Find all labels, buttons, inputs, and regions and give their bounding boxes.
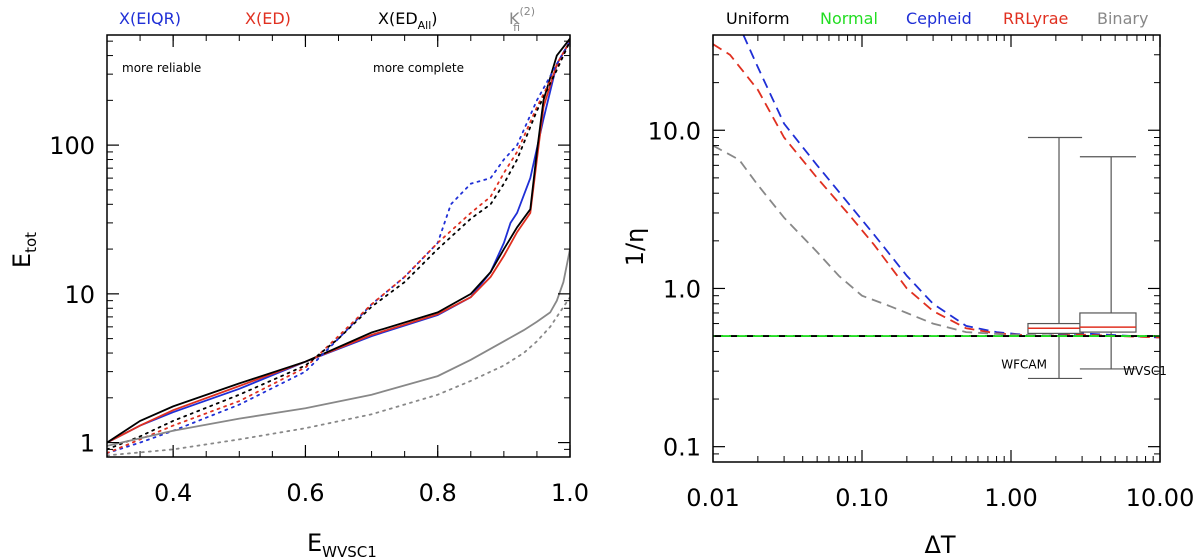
boxplot-label: WFCAM (1001, 357, 1047, 371)
boxplot-label: WVSC1 (1123, 364, 1167, 378)
series-k-fi-dotted (107, 296, 570, 457)
series-x-eiqr-solid (107, 40, 570, 444)
series-x-ed-dotted (107, 40, 570, 455)
x-tick-label: 0.8 (419, 479, 457, 507)
boxplot-wvsc1: WVSC1 (1079, 156, 1167, 378)
left-xaxis-title: EWVSC1 (307, 529, 377, 557)
x-tick-label: 0.01 (686, 484, 739, 512)
annotation-more-complete: more complete (373, 61, 464, 75)
right-ticks: 0.01 0.10 1.00 10.00 0.1 1.0 10.0 (648, 34, 1195, 512)
left-series-group (107, 38, 570, 457)
y-tick-label: 0.1 (663, 434, 701, 462)
y-tick-label: 10 (64, 281, 95, 309)
left-legend-edall: X(EDAll) (378, 9, 438, 32)
y-tick-label: 1.0 (663, 275, 701, 303)
right-xaxis-title: ΔT (924, 531, 955, 557)
series-cepheid (742, 35, 1160, 339)
series-rrlyrae (713, 43, 1160, 339)
left-ticks: 0.4 0.6 0.8 1.0 1 10 100 (49, 35, 589, 507)
boxplot-box (1079, 312, 1137, 333)
left-legend-eiqr: X(EIQR) (119, 9, 181, 28)
x-tick-label: 1.0 (551, 479, 589, 507)
left-yaxis-title: Etot (8, 232, 40, 268)
series-k-fi-solid (107, 248, 570, 447)
y-tick-label: 10.0 (648, 117, 701, 145)
right-legend-normal: Normal (820, 9, 878, 28)
right-chart: WFCAM WVSC1 0.01 0.10 1.00 10.00 0.1 1.0 10.0 U… (621, 9, 1194, 557)
left-legend-ed: X(ED) (245, 9, 291, 28)
series-x-edall-solid (107, 38, 570, 444)
annotation-more-reliable: more reliable (122, 61, 201, 75)
right-legend-uniform: Uniform (726, 9, 790, 28)
left-legend-kfi: K(2) fi (509, 5, 535, 34)
series-x-edall-dotted (107, 40, 570, 451)
right-legend-rrlyrae: RRLyrae (1003, 9, 1068, 28)
right-plot-frame (712, 34, 1161, 463)
right-boxplots: WFCAM WVSC1 (713, 136, 1167, 380)
right-yaxis-title: 1/η (621, 228, 649, 267)
y-tick-label: 1 (80, 430, 95, 458)
x-tick-label: 0.4 (154, 479, 192, 507)
right-legend-binary: Binary (1097, 9, 1148, 28)
x-tick-label: 10.00 (1126, 484, 1195, 512)
series-binary (713, 144, 1160, 338)
left-chart: 0.4 0.6 0.8 1.0 1 10 100 X(EIQR) X(ED) X(EDAll… (8, 5, 589, 557)
series-x-ed-solid (107, 40, 570, 444)
y-tick-label: 100 (49, 132, 95, 160)
right-series-group (713, 35, 1160, 339)
right-legend-cepheid: Cepheid (906, 9, 972, 28)
x-tick-label: 0.10 (835, 484, 888, 512)
boxplot-wfcam: WFCAM (1001, 136, 1083, 380)
x-tick-label: 1.00 (984, 484, 1037, 512)
series-x-eiqr-dotted (107, 40, 570, 455)
x-tick-label: 0.6 (286, 479, 324, 507)
left-plot-frame (106, 34, 571, 458)
